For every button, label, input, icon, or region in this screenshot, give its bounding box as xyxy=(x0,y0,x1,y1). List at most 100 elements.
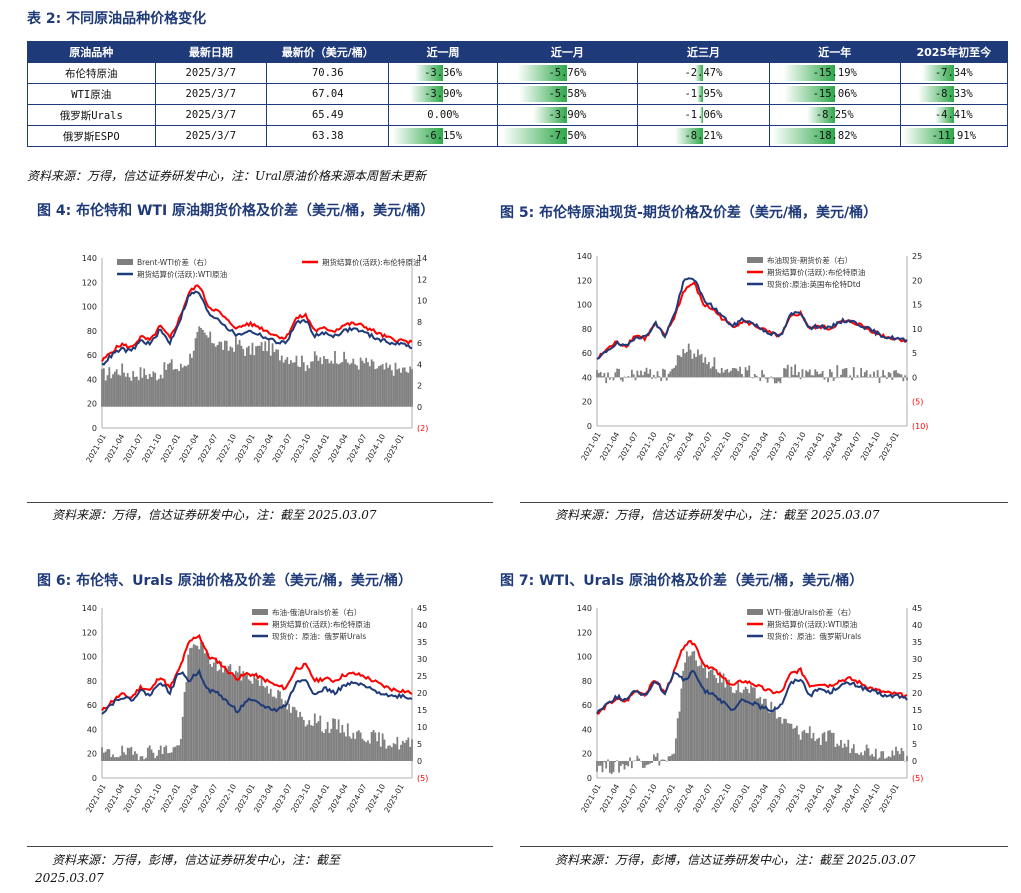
spread-bar xyxy=(196,645,199,761)
spread-bar xyxy=(242,671,245,761)
spread-bar xyxy=(885,757,888,761)
legend-label: 期货结算价(活跃):布伦特原油 xyxy=(767,267,865,277)
spread-bar xyxy=(244,355,246,407)
spread-bar xyxy=(739,366,741,378)
spread-bar xyxy=(359,732,362,761)
spread-bar xyxy=(871,754,874,761)
right-tick-label: 5 xyxy=(417,740,422,749)
spread-bar xyxy=(198,649,201,761)
spread-bar xyxy=(678,355,681,378)
spread-bar xyxy=(698,665,701,761)
left-tick-label: 140 xyxy=(577,252,592,261)
data-bar xyxy=(695,65,704,81)
spread-bar xyxy=(724,687,727,761)
right-tick-label: 4 xyxy=(417,360,422,369)
figure-6-source-date: 2025.03.07 xyxy=(35,871,104,885)
spread-bar xyxy=(680,688,683,761)
spread-bar xyxy=(757,377,760,378)
spread-bar xyxy=(356,365,358,407)
spread-bar xyxy=(192,644,195,761)
spread-bar xyxy=(730,370,732,378)
spread-bar xyxy=(310,361,313,407)
spread-bar xyxy=(141,377,144,407)
spread-bar xyxy=(860,367,863,378)
spread-bar xyxy=(132,754,135,761)
spread-bar xyxy=(117,757,120,761)
spread-bar xyxy=(750,685,752,761)
right-tick-label: 15 xyxy=(912,301,922,310)
spread-bar xyxy=(849,753,852,761)
spread-bar xyxy=(709,670,712,761)
spread-bar xyxy=(357,369,360,407)
spread-bar xyxy=(337,719,340,761)
spread-bar xyxy=(656,371,659,378)
spread-bar xyxy=(152,371,155,407)
data-bar xyxy=(922,65,954,81)
spread-bar xyxy=(783,718,786,761)
figure-5-title: 图 5: 布伦特原油现货-期货价格及价差（美元/桶，美元/桶） xyxy=(500,205,878,221)
change-cell: -5.76% xyxy=(496,62,639,84)
spread-bar xyxy=(768,377,771,379)
spread-bar xyxy=(339,732,342,761)
spread-bar xyxy=(632,374,635,378)
left-tick-label: 60 xyxy=(582,349,592,358)
spread-bar xyxy=(143,368,146,407)
spread-bar xyxy=(796,375,798,378)
spread-bar xyxy=(707,362,710,378)
col-header: 近一年 xyxy=(768,41,901,63)
spread-bar xyxy=(808,369,811,378)
spread-bar xyxy=(825,377,828,378)
spread-bar xyxy=(680,357,683,378)
spread-bar xyxy=(159,374,162,407)
legend-label: Brent-WTI价差（右） xyxy=(137,257,211,267)
data-bar xyxy=(697,86,704,102)
spread-bar xyxy=(185,366,188,407)
spread-bars xyxy=(596,650,908,774)
spread-bar xyxy=(823,377,826,380)
spread-bar xyxy=(816,738,819,761)
spread-bar xyxy=(345,359,347,407)
spread-bar xyxy=(810,375,813,378)
spread-bar xyxy=(878,377,881,384)
spread-bar xyxy=(148,745,151,761)
spread-bar xyxy=(741,374,743,378)
spread-bar xyxy=(266,685,268,761)
spread-bar xyxy=(895,370,897,378)
spread-bar xyxy=(339,363,342,407)
spread-bar xyxy=(201,329,204,407)
spread-bar xyxy=(345,736,347,761)
spread-bar xyxy=(152,752,155,761)
spread-bar xyxy=(827,377,830,383)
spread-bar xyxy=(196,331,199,407)
spread-bar xyxy=(906,755,908,761)
spread-bar xyxy=(744,686,747,761)
spread-bar xyxy=(324,729,327,761)
spread-bar xyxy=(156,380,158,407)
figure-7-chart: 140120100806040200454035302520151050(5)2… xyxy=(577,604,924,814)
spread-bar xyxy=(288,363,291,407)
spread-bar xyxy=(348,364,351,407)
change-value: -8.25% xyxy=(815,109,854,121)
spread-bar xyxy=(667,373,670,378)
spread-bar xyxy=(676,355,679,378)
spread-bar xyxy=(638,375,641,378)
spread-bar xyxy=(154,758,157,761)
spread-bar xyxy=(599,371,602,378)
spread-bar xyxy=(400,372,402,407)
spread-bar xyxy=(614,761,617,763)
price-cell: 70.36 xyxy=(266,62,390,84)
spread-bar xyxy=(284,700,287,761)
spread-bar xyxy=(124,376,127,407)
data-bar xyxy=(675,128,704,144)
spread-bars xyxy=(101,641,413,761)
spread-bar xyxy=(898,373,901,378)
spread-bar xyxy=(641,375,644,378)
spread-bar xyxy=(900,374,903,378)
spread-bar xyxy=(154,372,157,407)
right-tick-label: (2) xyxy=(417,424,428,433)
spread-bar xyxy=(321,364,324,407)
spread-bar xyxy=(150,376,153,407)
left-tick-label: 20 xyxy=(87,400,97,409)
spread-bar xyxy=(783,368,786,378)
spread-bar xyxy=(895,746,897,761)
